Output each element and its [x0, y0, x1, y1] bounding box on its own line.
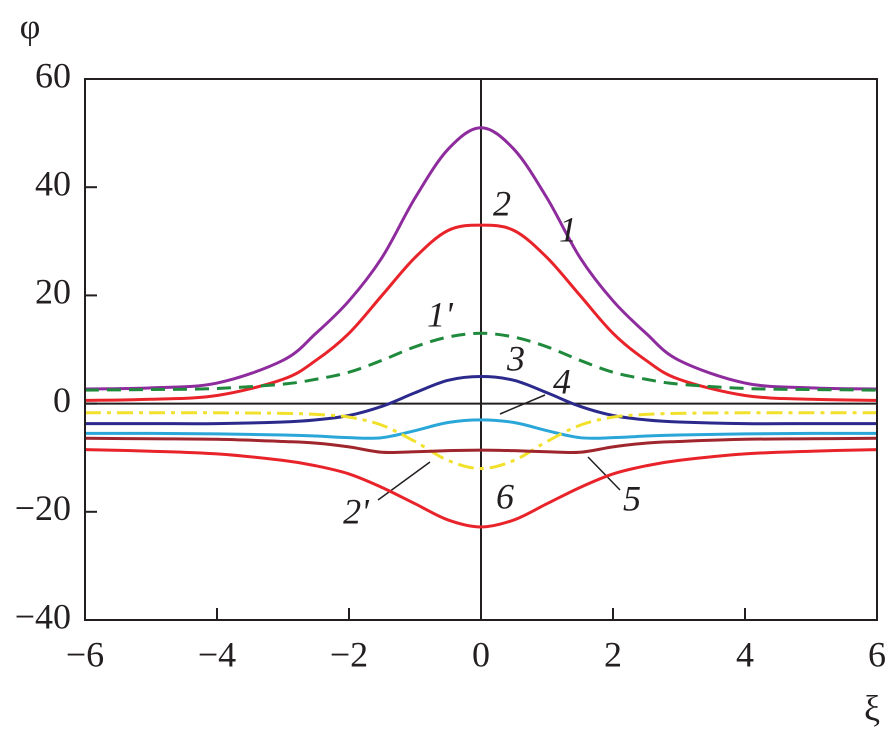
series-line — [84, 418, 878, 440]
curve-label: 3 — [506, 338, 525, 378]
x-tick-label: −4 — [198, 634, 236, 674]
curve-label: 2' — [343, 491, 370, 531]
y-tick-label: −20 — [15, 488, 71, 528]
series-line — [84, 436, 878, 455]
label-leader — [377, 461, 431, 501]
x-tick-label: 0 — [472, 634, 490, 674]
x-tick-label: −2 — [330, 634, 368, 674]
series-line — [84, 331, 878, 392]
series-line — [84, 126, 878, 391]
curve-label: 6 — [496, 476, 514, 516]
y-tick-label: 40 — [35, 163, 71, 203]
plot-frame — [84, 78, 878, 621]
label-leader — [587, 456, 621, 491]
curve-label: 1' — [427, 294, 454, 334]
x-tick-label: −6 — [66, 634, 104, 674]
curve-label: 2 — [493, 183, 511, 223]
curve-label: 4 — [553, 361, 571, 401]
series-line — [84, 448, 878, 529]
x-tick-label: 6 — [868, 634, 886, 674]
y-tick-label: 20 — [35, 272, 71, 312]
series-line — [84, 411, 877, 471]
y-tick-label: 60 — [35, 55, 71, 95]
series-line — [84, 375, 877, 426]
curve-label: 5 — [623, 478, 641, 518]
series-line — [84, 223, 878, 402]
y-tick-label: −40 — [15, 596, 71, 636]
label-leader — [499, 394, 546, 415]
x-axis-label: ξ — [864, 688, 880, 728]
x-tick-label: 4 — [736, 634, 754, 674]
y-tick-label: 0 — [53, 380, 71, 420]
y-axis-label: φ — [20, 6, 41, 46]
x-tick-label: 2 — [604, 634, 622, 674]
curve-label: 1 — [559, 209, 577, 249]
